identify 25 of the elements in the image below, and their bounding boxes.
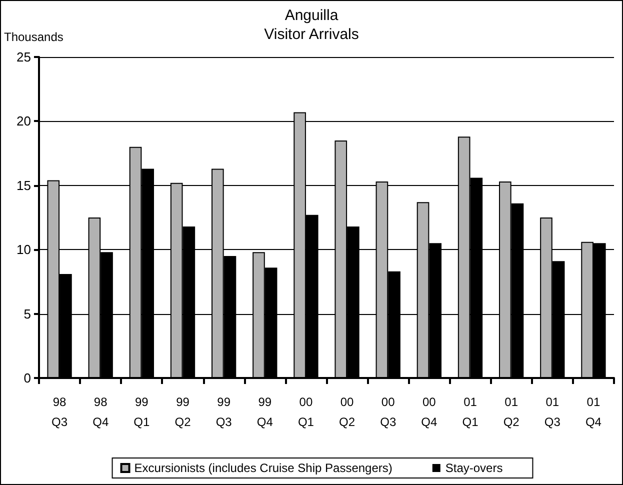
y-tick-label: 0 [24, 370, 31, 386]
y-tick-label: 20 [16, 114, 31, 129]
legend-label: Stay-overs [445, 461, 503, 475]
x-tick-label: 99 Q4 [256, 395, 274, 429]
y-axis-title: Thousands [4, 30, 64, 44]
x-tick-label: 00 Q2 [339, 395, 356, 429]
x-tick-label: 99 Q1 [134, 395, 150, 429]
x-tick-label: 99 Q3 [216, 395, 232, 429]
chart-title: Anguilla [284, 7, 339, 24]
y-tick-label: 25 [16, 50, 31, 64]
chart-subtitle: Visitor Arrivals [264, 26, 359, 43]
x-tick-label: 01 Q3 [544, 395, 561, 429]
x-tick-label: 01 Q1 [462, 395, 479, 429]
x-tick-label: 98 Q4 [92, 395, 109, 429]
y-tick-label: 15 [16, 178, 31, 193]
y-tick-label: 5 [24, 306, 31, 322]
y-tick-label: 10 [16, 242, 31, 258]
x-tick-label: 00 Q3 [380, 395, 396, 429]
x-tick-label: 98 Q3 [52, 395, 68, 429]
x-tick-label: 00 Q4 [421, 395, 438, 429]
x-tick-label: 00 Q1 [298, 395, 314, 429]
x-tick-label: 01 Q4 [585, 395, 602, 429]
x-tick-label: 01 Q2 [503, 395, 520, 429]
x-tick-label: 99 Q2 [174, 395, 192, 429]
legend-label: Excursionists (includes Cruise Ship Passengers) [134, 461, 392, 475]
